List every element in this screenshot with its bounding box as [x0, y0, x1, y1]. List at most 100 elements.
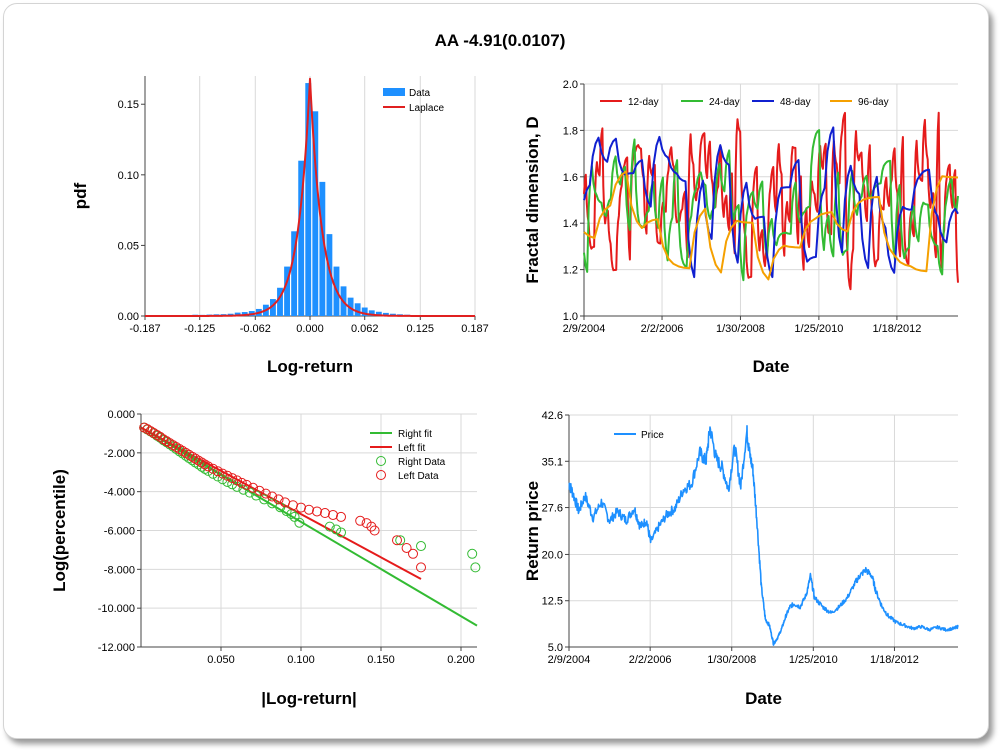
y-tick-label: 1.8: [563, 125, 578, 137]
legend-swatch-data: [383, 88, 405, 96]
y-axis-label: Return price: [523, 481, 542, 581]
histogram-bar: [270, 299, 276, 316]
histogram-bar: [382, 312, 389, 316]
x-tick-label: -0.125: [184, 323, 215, 335]
histogram-bar: [326, 234, 333, 316]
legend-label-Right Data: Right Data: [398, 457, 446, 468]
histogram-bar: [375, 311, 382, 316]
x-axis-label: Date: [753, 357, 790, 376]
left-data-point: [408, 548, 418, 559]
x-tick-label: 0.125: [407, 323, 435, 335]
legend-label-Left fit: Left fit: [398, 443, 425, 454]
fractal-chart: 2/9/2004 2/2/2006 1/30/2008 1/25/2010 1/18/2…: [523, 79, 959, 376]
x-tick-label: 1/30/2008: [716, 323, 765, 335]
x-tick-label: 0.000: [296, 323, 324, 335]
y-tick-label: 42.6: [542, 410, 563, 422]
left-data-point: [312, 506, 322, 517]
laplace-line: [145, 77, 475, 317]
legend-label-Right fit: Right fit: [398, 429, 432, 440]
histogram-bar: [361, 307, 368, 316]
price-line: [568, 424, 959, 646]
y-tick-label: 1.2: [563, 265, 578, 277]
legend-label-data: Data: [409, 88, 431, 99]
legend-label-48-day: 48-day: [780, 97, 811, 108]
x-tick-label: 0.050: [207, 654, 235, 666]
x-axis-label: Date: [745, 689, 782, 708]
x-tick-label: 0.150: [367, 654, 395, 666]
histogram-bar: [305, 83, 312, 316]
left-data-point: [203, 461, 214, 472]
x-tick-label: 1/18/2012: [870, 654, 919, 666]
y-tick-label: 0.000: [107, 409, 135, 421]
x-tick-label: 2/9/2004: [563, 323, 606, 335]
histogram-bar: [234, 312, 241, 316]
y-tick-label: 35.1: [542, 456, 563, 468]
left-data-point: [254, 485, 265, 496]
histogram-bar: [277, 287, 283, 316]
left-data-point: [401, 542, 412, 553]
histogram-bar: [291, 231, 298, 316]
left-data-point: [208, 463, 218, 474]
legend-label-laplace: Laplace: [409, 103, 444, 114]
y-axis-label: Log(percentile): [50, 469, 69, 592]
legend-swatch-Right Data: [376, 456, 386, 466]
x-tick-label: 1/18/2012: [872, 323, 921, 335]
x-axis-label: Log-return: [267, 357, 353, 376]
legend-swatch-Left Data: [376, 470, 386, 480]
histogram-bar: [368, 310, 375, 316]
y-tick-label: -6.000: [104, 526, 135, 538]
right-data-point: [467, 548, 478, 559]
series-line-12-day: [583, 111, 959, 291]
right-data-point: [203, 465, 214, 476]
histogram-bar: [284, 266, 290, 316]
y-tick-label: 1.4: [563, 218, 578, 230]
histogram-bar: [312, 111, 319, 316]
x-tick-label: 0.062: [351, 323, 379, 335]
right-data-point: [324, 521, 335, 532]
x-tick-label: 2/2/2006: [629, 654, 672, 666]
y-tick-label: 1.0: [563, 311, 578, 323]
right-data-point: [294, 517, 305, 528]
left-data-point: [241, 479, 252, 490]
y-tick-label: 5.0: [548, 642, 563, 654]
left-data-point: [355, 515, 366, 526]
y-axis-label: pdf: [71, 182, 90, 209]
right-data-point: [200, 463, 210, 474]
left-data-point: [236, 477, 247, 488]
histogram-bar: [347, 297, 354, 316]
series-line-24-day: [583, 129, 959, 282]
y-tick-label: 0.10: [118, 170, 139, 182]
histogram-bar: [354, 303, 361, 316]
left-data-point: [232, 475, 242, 486]
x-axis-label: |Log-return|: [261, 689, 356, 708]
left-data-point: [260, 488, 271, 499]
y-axis-label: Fractal dimension, D: [523, 116, 542, 283]
right-data-point: [238, 484, 249, 495]
right-data-point: [212, 471, 223, 482]
right-data-point: [395, 535, 406, 546]
histogram-bar: [319, 181, 326, 316]
left-data-point: [248, 482, 258, 493]
left-data-point: [267, 491, 278, 502]
left-data-point: [227, 473, 238, 484]
series-line-48-day: [583, 126, 959, 279]
right-data-point: [416, 541, 426, 552]
right-data-point: [470, 562, 481, 573]
right-data-point: [331, 524, 342, 535]
legend-label-12-day: 12-day: [628, 97, 659, 108]
x-tick-label: -0.062: [240, 323, 271, 335]
left-data-point: [392, 535, 402, 546]
y-tick-label: 2.0: [563, 79, 578, 91]
left-data-point: [212, 466, 223, 477]
y-tick-label: 0.05: [118, 240, 139, 252]
y-tick-label: 0.00: [118, 311, 139, 323]
legend-label-price: Price: [641, 430, 664, 441]
tails-chart: 0.050 0.100 0.150 0.200 0.000 -2.000 -4.000 -6.…: [50, 409, 481, 708]
page-title: AA -4.91(0.0107): [434, 31, 566, 50]
legend-label-96-day: 96-day: [858, 97, 889, 108]
x-tick-label: 2/2/2006: [641, 323, 684, 335]
left-data-point: [320, 508, 330, 519]
left-data-point: [304, 504, 314, 515]
x-tick-label: 2/9/2004: [548, 654, 591, 666]
